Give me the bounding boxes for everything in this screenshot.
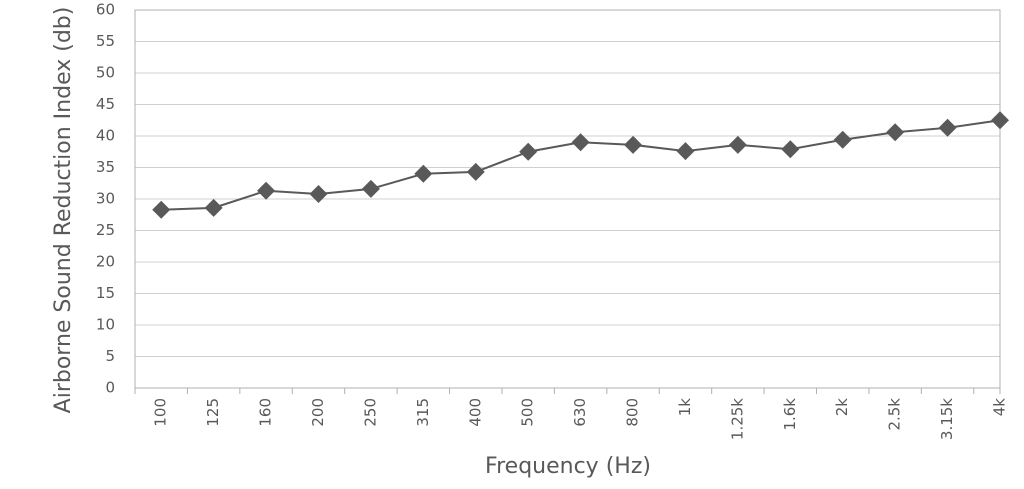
- x-tick-label: 4k: [991, 398, 1009, 417]
- y-tick-label: 40: [96, 127, 115, 145]
- x-tick-label: 630: [571, 398, 589, 427]
- x-axis-title: Frequency (Hz): [485, 454, 651, 479]
- marker: [204, 198, 223, 217]
- plot-frame: [134, 9, 1001, 389]
- marker: [571, 133, 590, 152]
- marker: [676, 142, 695, 161]
- marker: [152, 200, 171, 219]
- x-tick-label: 1k: [676, 398, 694, 417]
- y-tick-label: 30: [96, 190, 115, 208]
- y-tick-label: 60: [96, 1, 115, 19]
- x-tick-label: 200: [309, 398, 327, 427]
- x-tick-label: 160: [257, 398, 275, 427]
- x-tick-label: 250: [361, 398, 379, 427]
- y-axis-title: Airborne Sound Reduction Index (db): [51, 7, 76, 414]
- y-tick-label: 50: [96, 64, 115, 82]
- x-tick-label: 1.6k: [781, 398, 799, 431]
- x-tick-label: 500: [519, 398, 537, 427]
- marker: [466, 162, 485, 181]
- marker: [781, 140, 800, 159]
- y-tick-label: 45: [96, 95, 115, 113]
- x-tick-label: 3.15k: [938, 398, 956, 440]
- x-tick-label: 400: [466, 398, 484, 427]
- marker: [624, 135, 643, 154]
- y-tick-label: 20: [96, 253, 115, 271]
- marker: [938, 118, 957, 137]
- marker: [257, 181, 276, 200]
- marker: [991, 111, 1009, 130]
- x-tick-label: 315: [414, 398, 432, 427]
- y-tick-label: 35: [96, 158, 115, 176]
- marker: [309, 184, 328, 203]
- x-tick-label: 2k: [833, 398, 851, 417]
- marker: [886, 123, 905, 142]
- marker: [519, 142, 538, 161]
- x-tick-label: 1.25k: [728, 398, 746, 440]
- marker: [833, 130, 852, 149]
- y-tick-label: 25: [96, 221, 115, 239]
- y-tick-label: 15: [96, 284, 115, 302]
- y-tick-label: 5: [105, 347, 115, 365]
- x-tick-label: 100: [152, 398, 170, 427]
- y-tick-label: 55: [96, 32, 115, 50]
- y-tick-label: 10: [96, 316, 115, 334]
- y-tick-label: 0: [105, 379, 115, 397]
- marker: [414, 164, 433, 183]
- x-tick-label: 800: [624, 398, 642, 427]
- marker: [361, 179, 380, 198]
- x-tick-label: 2.5k: [886, 398, 904, 431]
- marker: [728, 135, 747, 154]
- x-tick-label: 125: [204, 398, 222, 427]
